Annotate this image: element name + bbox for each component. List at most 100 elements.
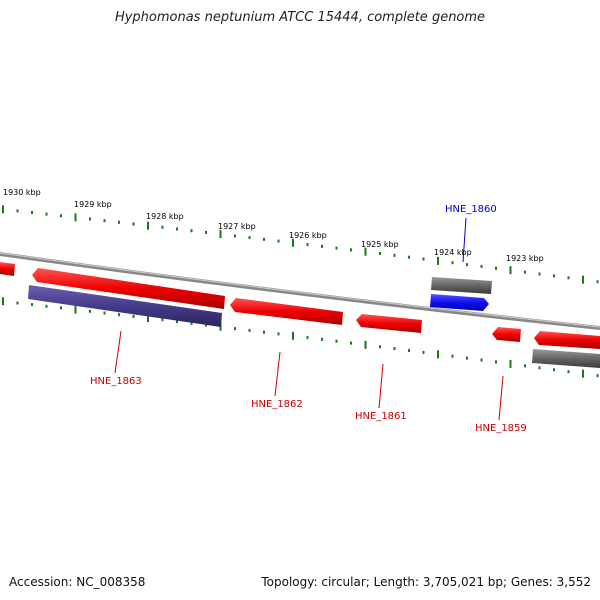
minor-tick — [538, 366, 541, 370]
minor-tick — [567, 370, 570, 374]
gene-label-hne-1863[interactable]: HNE_1863 — [90, 376, 142, 387]
kbp-label: 1927 kbp — [218, 222, 256, 231]
gene-arrow[interactable] — [492, 327, 521, 342]
minor-tick — [524, 270, 526, 274]
major-tick — [74, 305, 77, 314]
minor-tick — [89, 217, 91, 221]
minor-tick — [31, 303, 33, 307]
gene-arrow[interactable] — [534, 331, 600, 349]
minor-tick — [480, 264, 483, 268]
minor-tick — [234, 327, 236, 331]
minor-tick — [234, 234, 236, 238]
gene-label-hne-1861[interactable]: HNE_1861 — [355, 411, 407, 422]
major-tick — [364, 340, 367, 349]
gene-label-hne-1859[interactable]: HNE_1859 — [475, 423, 527, 434]
minor-tick — [422, 257, 425, 261]
minor-tick — [408, 255, 410, 259]
minor-tick — [321, 244, 323, 248]
inner-tick-ring — [2, 297, 599, 378]
gene-arrow-hne-1863-region[interactable] — [32, 268, 225, 309]
minor-tick — [16, 209, 19, 213]
minor-tick — [524, 364, 526, 368]
label-leader — [378, 363, 384, 409]
genome-backbone — [0, 252, 600, 330]
major-tick — [147, 221, 149, 230]
minor-tick — [480, 358, 483, 362]
major-tick — [509, 359, 512, 368]
minor-tick — [60, 306, 62, 310]
label-leader — [114, 330, 122, 374]
major-tick — [2, 205, 4, 214]
minor-tick — [451, 354, 454, 358]
major-tick — [437, 350, 439, 359]
minor-tick — [466, 263, 468, 267]
minor-tick — [379, 345, 381, 349]
outer-tick-ring — [2, 205, 599, 284]
minor-tick — [205, 323, 207, 327]
minor-tick — [277, 239, 280, 243]
minor-tick — [553, 274, 555, 278]
accession-text: Accession: NC_008358 — [9, 575, 146, 589]
gene-arrow[interactable] — [356, 314, 422, 333]
kbp-label: 1930 kbp — [3, 188, 41, 197]
major-tick — [147, 314, 149, 323]
minor-tick — [495, 360, 497, 364]
major-tick — [509, 266, 512, 275]
minor-tick — [176, 227, 178, 231]
gene-arrow-left-edge[interactable] — [0, 262, 15, 276]
genome-summary-text: Topology: circular; Length: 3,705,021 bp… — [261, 575, 591, 589]
pseudogene-bar[interactable] — [431, 277, 492, 294]
label-leader — [462, 217, 467, 263]
minor-tick — [132, 222, 135, 226]
major-tick — [582, 369, 584, 378]
gene-arrow[interactable] — [230, 298, 343, 325]
minor-tick — [393, 253, 396, 257]
minor-tick — [132, 314, 135, 318]
rna-gene-arrow[interactable] — [430, 294, 489, 311]
minor-tick — [335, 339, 338, 343]
minor-tick — [89, 309, 91, 313]
minor-tick — [45, 212, 48, 216]
minor-tick — [393, 347, 396, 351]
minor-tick — [596, 374, 599, 378]
minor-tick — [176, 320, 178, 324]
minor-tick — [118, 220, 120, 224]
minor-tick — [190, 229, 193, 233]
label-leader — [274, 351, 281, 397]
major-tick — [364, 247, 367, 256]
minor-tick — [263, 330, 265, 334]
major-tick — [292, 238, 294, 247]
minor-tick — [45, 304, 48, 308]
minor-tick — [16, 301, 19, 305]
minor-tick — [495, 266, 497, 270]
kbp-label: 1929 kbp — [74, 200, 112, 209]
minor-tick — [60, 214, 62, 218]
major-tick — [582, 275, 584, 284]
purple-gene-bar[interactable] — [28, 285, 222, 327]
minor-tick — [350, 341, 352, 345]
minor-tick — [596, 280, 599, 284]
minor-tick — [321, 337, 323, 341]
minor-tick — [31, 211, 33, 214]
major-tick — [219, 230, 222, 239]
gene-label-hne-1862[interactable]: HNE_1862 — [251, 399, 303, 410]
kbp-label: 1928 kbp — [146, 212, 184, 221]
minor-tick — [379, 252, 381, 255]
minor-tick — [335, 246, 338, 250]
minor-tick — [161, 318, 164, 322]
kbp-label: 1924 kbp — [434, 248, 472, 257]
major-tick — [437, 256, 439, 265]
minor-tick — [103, 311, 106, 315]
pseudogene-bar[interactable] — [532, 349, 600, 368]
gene-label-hne-1860[interactable]: HNE_1860 — [445, 204, 497, 215]
major-tick — [74, 213, 77, 222]
minor-tick — [306, 243, 309, 247]
minor-tick — [263, 237, 265, 241]
minor-tick — [408, 349, 410, 352]
label-leader — [498, 375, 504, 421]
kbp-label: 1925 kbp — [361, 240, 399, 249]
minor-tick — [553, 368, 555, 372]
kbp-label: 1926 kbp — [289, 231, 327, 240]
minor-tick — [422, 350, 425, 354]
